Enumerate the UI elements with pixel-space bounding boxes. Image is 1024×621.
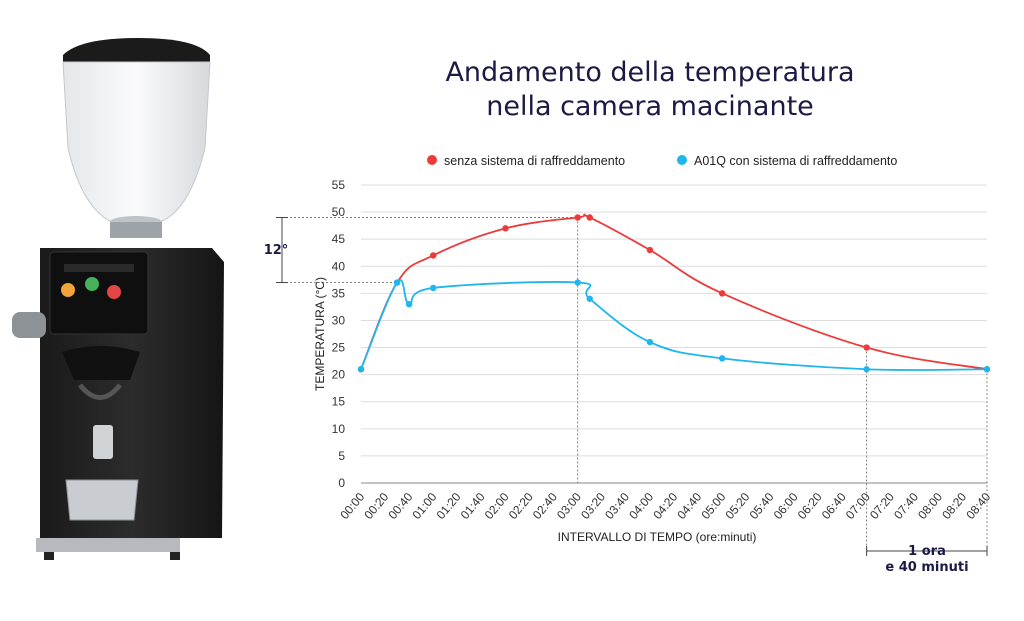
display-status-bar <box>64 264 134 272</box>
x-tick-label: 04:00 <box>626 490 656 522</box>
data-point-blue <box>586 295 593 302</box>
chart-title: Andamento della temperatura nella camera… <box>330 56 970 124</box>
y-tick-label: 40 <box>332 259 346 273</box>
legend-label-blue: A01Q con sistema di raffreddamento <box>694 154 897 168</box>
y-tick-label: 0 <box>338 476 345 490</box>
data-point-blue <box>405 301 413 308</box>
data-point-blue <box>646 338 654 346</box>
x-tick-label: 04:40 <box>674 490 704 522</box>
series-group <box>357 213 991 373</box>
x-tick-label: 03:20 <box>578 490 608 522</box>
y-tick-label: 5 <box>338 449 345 463</box>
display-icon-2 <box>85 277 99 291</box>
y-tick-label: 50 <box>332 205 346 219</box>
touch-display <box>49 251 149 335</box>
series-line-red <box>360 213 988 371</box>
data-point-red <box>863 344 870 351</box>
x-tick-label: 08:40 <box>963 490 993 522</box>
foot-left <box>44 552 54 560</box>
x-axis-label: INTERVALLO DI TEMPO (ore:minuti) <box>558 530 757 544</box>
y-tick-label: 45 <box>332 232 346 246</box>
x-tick-label: 01:40 <box>458 490 488 522</box>
data-point-blue <box>393 279 401 286</box>
x-tick-label: 03:40 <box>602 490 632 522</box>
data-point-red <box>574 214 581 221</box>
grid-lines <box>361 184 987 457</box>
x-tick-label: 03:00 <box>554 490 584 522</box>
y-axis-ticks: 0 5 10 15 20 25 30 35 40 45 50 55 <box>332 178 346 490</box>
x-tick-label: 04:20 <box>650 490 680 522</box>
x-tick-label: 06:40 <box>819 490 849 522</box>
title-line-2: nella camera macinante <box>486 91 814 122</box>
data-point-blue <box>863 366 870 373</box>
x-tick-label: 05:00 <box>698 490 728 522</box>
base-plate <box>36 538 180 552</box>
y-tick-label: 15 <box>332 395 346 409</box>
title-line-1: Andamento della temperatura <box>445 57 855 88</box>
y-tick-label: 25 <box>332 341 346 355</box>
display-icon-3 <box>107 285 121 299</box>
y-tick-label: 10 <box>332 422 346 436</box>
x-tick-label: 06:00 <box>771 490 801 522</box>
data-point-red <box>586 214 593 221</box>
x-tick-label: 07:20 <box>867 490 897 522</box>
data-point-red <box>502 225 509 232</box>
foot-right <box>170 552 180 560</box>
data-point-red <box>430 252 437 259</box>
x-tick-label: 07:40 <box>891 490 921 522</box>
data-point-red <box>646 246 654 254</box>
interval-label-line-2: e 40 minuti <box>885 560 968 575</box>
x-tick-label: 01:20 <box>434 490 464 522</box>
data-point-blue <box>357 366 365 373</box>
x-tick-label: 00:40 <box>385 490 415 522</box>
hopper-collar <box>110 222 162 238</box>
x-tick-label: 05:20 <box>723 490 753 522</box>
grounds-tray <box>65 479 139 521</box>
side-knob <box>12 312 46 338</box>
spout <box>62 346 140 380</box>
y-axis-label: TEMPERATURA (°C) <box>313 277 327 391</box>
grinder-illustration <box>12 38 224 560</box>
display-icon-1 <box>61 283 75 297</box>
data-point-blue <box>718 355 726 362</box>
legend-label-red: senza sistema di raffreddamento <box>444 154 625 168</box>
fork-adjust <box>93 425 113 459</box>
data-point-blue <box>983 366 991 373</box>
x-tick-label: 00:00 <box>337 490 367 522</box>
x-tick-label: 06:20 <box>795 490 825 522</box>
x-tick-label: 05:40 <box>747 490 777 522</box>
data-point-blue <box>574 279 581 286</box>
y-tick-label: 35 <box>332 286 346 300</box>
interval-label-line-1: 1 ora <box>908 544 946 559</box>
legend: senza sistema di raffreddamento A01Q con… <box>427 154 897 168</box>
x-tick-label: 00:20 <box>361 490 391 522</box>
x-tick-label: 08:00 <box>915 490 945 522</box>
legend-marker-blue <box>677 155 687 165</box>
x-tick-label: 02:00 <box>482 490 512 522</box>
y-tick-label: 55 <box>332 178 346 192</box>
data-point-blue <box>430 284 437 292</box>
y-tick-label: 30 <box>332 313 346 327</box>
series-line-blue <box>360 279 988 371</box>
x-tick-label: 02:40 <box>530 490 560 522</box>
portafilter-fork <box>78 383 122 400</box>
annotation-guides <box>276 217 988 556</box>
x-tick-label: 07:00 <box>843 490 873 522</box>
y-tick-label: 20 <box>332 368 346 382</box>
data-point-red <box>718 290 726 297</box>
x-axis-ticks: 00:0000:2000:4001:0001:2001:4002:0002:20… <box>337 490 993 522</box>
delta-temperature-label: 12° <box>264 243 289 258</box>
x-tick-label: 08:20 <box>939 490 969 522</box>
hopper-lid <box>63 38 210 62</box>
x-tick-label: 01:00 <box>410 490 440 522</box>
x-tick-label: 02:20 <box>506 490 536 522</box>
legend-marker-red <box>427 155 437 165</box>
